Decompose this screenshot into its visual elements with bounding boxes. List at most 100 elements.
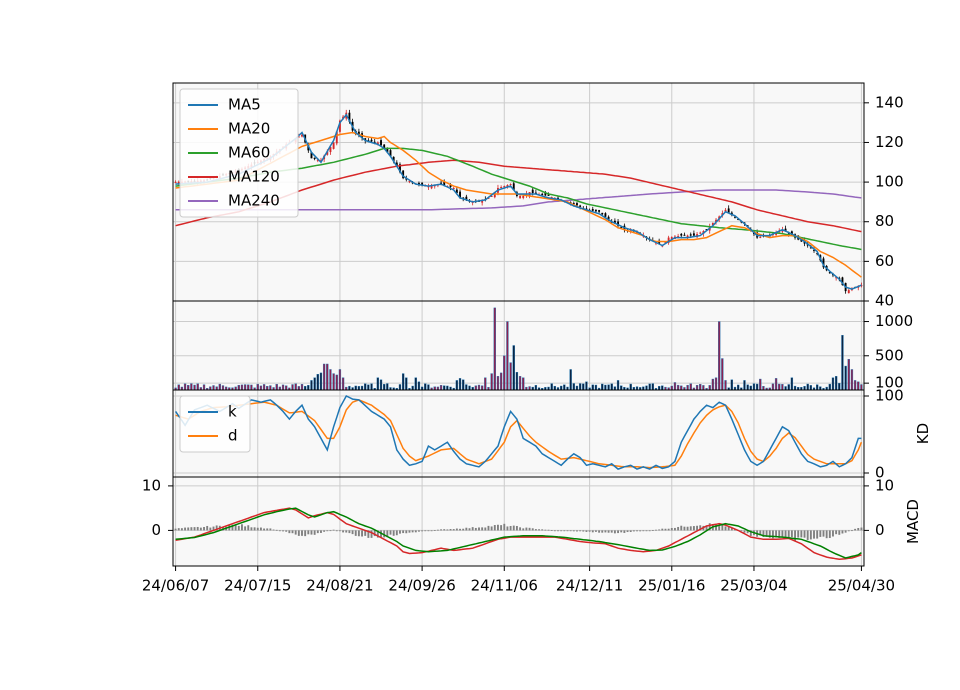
volume-bar [582,383,585,391]
macd-histogram-bar [481,527,484,531]
macd-histogram-bar [715,524,717,531]
macd-histogram-bar [648,530,651,532]
candle [503,186,506,188]
candle [177,181,180,184]
volume-bar [341,377,345,391]
macd-histogram-bar [490,526,493,531]
macd-histogram-bar [538,529,540,531]
volume-bar [721,358,724,391]
macd-histogram-bar [534,529,537,531]
macd-histogram-bar [781,530,784,537]
macd-histogram-bar [560,530,563,532]
candle [506,185,509,187]
volume-bar [651,383,654,391]
macd-histogram-bar [326,530,329,532]
macd-histogram-bar [294,530,297,535]
volume-bar [831,377,835,391]
volume-bar [569,369,572,391]
macd-panel: 0 10 0 10 MACD [142,476,922,567]
volume-bar [803,386,806,391]
macd-panel-background [173,477,864,566]
volume-bar [243,384,247,391]
volume-bar [354,385,357,391]
candle [667,237,670,243]
macd-histogram-bar [357,530,360,537]
macd-histogram-bar [316,530,319,534]
volume-bar [512,345,515,391]
candle [781,229,784,232]
macd-histogram-bar [345,530,348,533]
candle [392,156,395,162]
volume-bar [572,383,575,391]
volume-bar [613,386,617,391]
macd-histogram-bar [231,524,234,531]
macd-histogram-bar [579,530,582,532]
volume-bar [578,383,582,391]
legend-label: k [228,403,237,421]
macd-histogram-bar [819,530,822,537]
macd-axis-label: MACD [904,499,922,544]
macd-histogram-bar [468,528,471,531]
macd-histogram-bar [285,530,288,532]
macd-histogram-bar [844,530,847,533]
candle [421,182,424,186]
candle [613,220,616,224]
macd-histogram-bar [740,530,743,532]
volume-bar [383,384,386,391]
candle [338,120,341,132]
macd-histogram-bar [253,527,256,531]
macd-histogram-bar [389,530,392,535]
macd-histogram-bar [705,525,708,531]
volume-bar [313,377,316,391]
candle [531,189,534,193]
macd-histogram-bar [297,530,300,536]
macd-histogram-bar [459,528,461,531]
macd-histogram-bar [364,530,367,536]
macd-y-tick-label: 10 [875,476,894,494]
legend-label: MA20 [228,120,270,138]
volume-bar [439,385,443,391]
macd-histogram-bar [206,525,209,531]
candle [522,195,525,198]
candle [329,146,332,153]
volume-bar [209,386,212,391]
volume-bar [247,384,250,391]
x-tick-label: 24/06/07 [142,577,209,595]
volume-y-tick-label: 100 [875,374,904,392]
macd-histogram-bar [512,525,515,531]
macd-histogram-bar [632,530,635,532]
candle [389,150,392,157]
candle [617,221,620,226]
volume-bar [424,383,427,391]
macd-histogram-bar [620,530,623,533]
macd-histogram-bar [427,530,430,532]
macd-histogram-bar [857,528,860,531]
macd-histogram-bar [686,526,689,531]
volume-bar [661,385,664,391]
kd-y-tick-label: 0 [875,464,885,482]
macd-histogram-bar [440,529,443,531]
macd-histogram-bar [187,527,190,531]
volume-bar [455,380,459,391]
volume-bar [360,385,364,391]
candle [512,183,515,191]
volume-bar [635,386,639,391]
legend-label: MA5 [228,96,261,114]
macd-histogram-bar [509,525,512,531]
x-tick-label: 24/08/21 [306,577,373,595]
macd-histogram-bar [692,526,695,531]
volume-bar [550,383,553,391]
volume-bar [332,373,335,391]
macd-histogram-bar [361,530,364,537]
x-tick-label: 24/07/15 [224,577,291,595]
macd-histogram-bar [506,526,509,531]
macd-histogram-bar [610,530,613,533]
macd-histogram-bar [689,526,692,531]
macd-histogram-bar [462,528,465,531]
candle [557,197,559,199]
macd-histogram-bar [323,530,326,532]
candle [386,148,389,153]
macd-histogram-bar [421,530,424,532]
volume-bar [714,377,718,391]
volume-bar [553,385,556,391]
